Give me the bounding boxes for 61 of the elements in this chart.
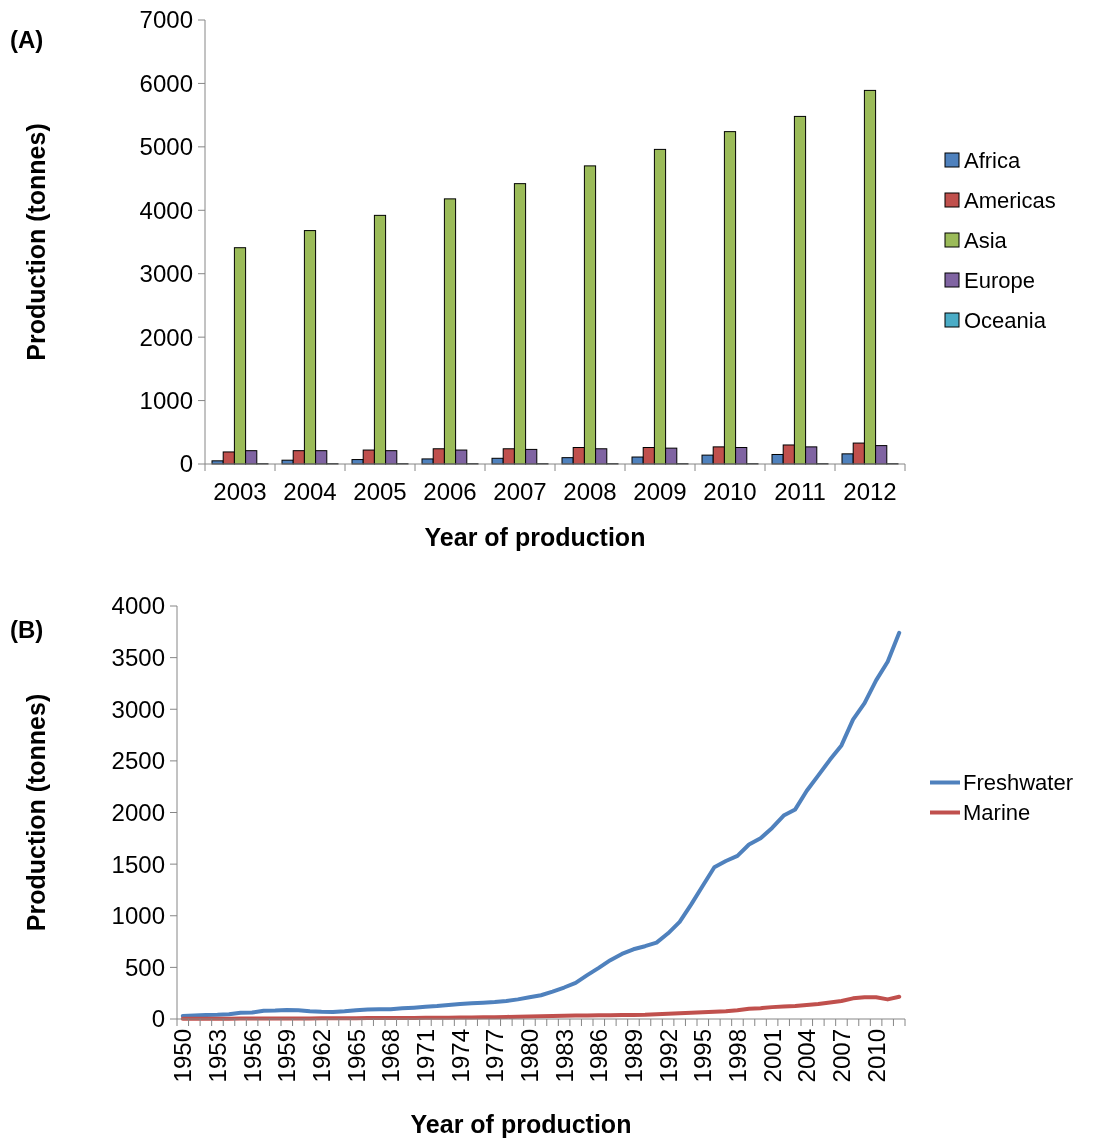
y-tick-label: 0 (179, 450, 193, 478)
x-tick-label: 2008 (563, 478, 617, 505)
x-tick-label: 1962 (307, 1029, 335, 1083)
x-tick-label: 2004 (793, 1029, 821, 1083)
legend-label: Africa (964, 147, 1021, 173)
y-axis-title: Production (tonnes) (22, 123, 50, 361)
legend-label: Americas (964, 187, 1056, 213)
x-tick-label: 1971 (411, 1029, 439, 1083)
y-tick-label: 0 (151, 1005, 165, 1033)
x-tick-label: 1953 (203, 1029, 231, 1083)
x-tick-label: 2006 (423, 478, 477, 505)
x-tick-label: 1950 (169, 1029, 197, 1083)
y-tick-label: 1000 (111, 902, 165, 930)
y-tick-label: 3000 (111, 695, 165, 723)
y-tick-label: 6000 (139, 69, 193, 97)
x-tick-label: 1992 (654, 1029, 682, 1083)
y-tick-label: 2500 (111, 747, 165, 775)
x-tick-label: 2001 (758, 1029, 786, 1083)
x-tick-label: 2009 (633, 478, 687, 505)
x-tick-label: 1986 (585, 1029, 613, 1083)
x-tick-label: 1980 (515, 1029, 543, 1083)
x-tick-label: 1989 (619, 1029, 647, 1083)
x-tick-label: 2004 (283, 478, 337, 505)
x-tick-label: 2012 (843, 478, 897, 505)
chart-title: (A) (10, 26, 44, 53)
y-tick-label: 4000 (139, 196, 193, 224)
x-tick-label: 1965 (342, 1029, 370, 1083)
y-tick-label: 4000 (111, 592, 165, 620)
x-tick-label: 1998 (723, 1029, 751, 1083)
legend-label: Europe (964, 267, 1035, 293)
x-tick-label: 2010 (862, 1029, 890, 1083)
legend-label: Oceania (964, 307, 1047, 333)
legend-label: Marine (963, 800, 1031, 826)
y-tick-label: 5000 (139, 133, 193, 161)
y-tick-label: 1500 (111, 850, 165, 878)
x-tick-label: 1974 (446, 1029, 474, 1083)
x-tick-label: 1995 (689, 1029, 717, 1083)
x-tick-label: 2003 (213, 478, 267, 505)
x-tick-label: 2007 (827, 1029, 855, 1083)
x-tick-label: 2007 (493, 478, 547, 505)
legend-label: Freshwater (963, 770, 1074, 796)
legend-label: Asia (964, 227, 1008, 253)
x-tick-label: 2010 (703, 478, 757, 505)
y-tick-label: 2000 (139, 323, 193, 351)
x-tick-label: 1983 (550, 1029, 578, 1083)
y-tick-label: 3000 (139, 260, 193, 288)
x-tick-label: 2011 (774, 478, 826, 505)
x-tick-label: 2005 (353, 478, 407, 505)
y-tick-label: 2000 (111, 798, 165, 826)
y-tick-label: 7000 (139, 6, 193, 34)
x-tick-label: 1977 (481, 1029, 509, 1083)
x-tick-label: 1956 (238, 1029, 266, 1083)
y-tick-label: 3500 (111, 644, 165, 672)
x-tick-label: 1959 (273, 1029, 301, 1083)
x-axis-title: Year of production (410, 1110, 632, 1138)
y-axis-title: Production (tonnes) (22, 693, 50, 932)
x-tick-label: 1968 (377, 1029, 405, 1083)
y-tick-label: 1000 (139, 386, 193, 414)
chart-title: (B) (10, 616, 44, 643)
x-axis-title: Year of production (424, 523, 646, 551)
y-tick-label: 500 (124, 953, 165, 981)
